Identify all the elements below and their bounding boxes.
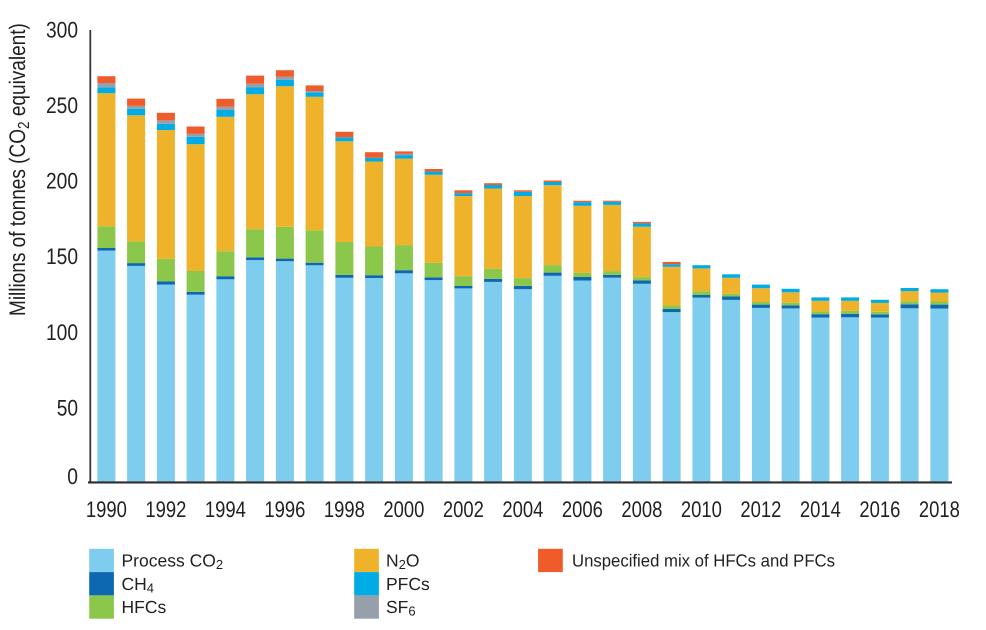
svg-text:2000: 2000 (383, 497, 424, 522)
svg-text:2008: 2008 (621, 497, 662, 522)
svg-text:N2O: N2O (386, 550, 420, 571)
svg-text:2006: 2006 (562, 497, 603, 522)
svg-text:1990: 1990 (86, 497, 127, 522)
svg-text:0: 0 (67, 464, 78, 489)
svg-text:150: 150 (46, 244, 78, 269)
svg-text:CH4: CH4 (122, 574, 155, 595)
svg-text:2012: 2012 (740, 497, 781, 522)
svg-text:1992: 1992 (145, 497, 186, 522)
svg-text:250: 250 (46, 93, 78, 118)
svg-text:Process CO2: Process CO2 (122, 550, 224, 571)
svg-text:2016: 2016 (859, 497, 900, 522)
svg-text:1996: 1996 (264, 497, 305, 522)
svg-text:2014: 2014 (800, 497, 841, 522)
svg-text:50: 50 (57, 396, 78, 421)
svg-text:300: 300 (46, 18, 78, 43)
svg-text:1998: 1998 (324, 497, 365, 522)
svg-text:Unspecified mix of HFCs and PF: Unspecified mix of HFCs and PFCs (572, 550, 835, 570)
svg-text:2010: 2010 (681, 497, 722, 522)
svg-text:SF6: SF6 (386, 597, 416, 618)
svg-text:PFCs: PFCs (386, 574, 430, 594)
svg-text:2018: 2018 (919, 497, 960, 522)
svg-text:1994: 1994 (205, 497, 246, 522)
svg-text:HFCs: HFCs (122, 597, 167, 617)
svg-text:2004: 2004 (502, 497, 543, 522)
svg-text:2002: 2002 (443, 497, 484, 522)
svg-text:100: 100 (46, 320, 78, 345)
svg-text:200: 200 (46, 169, 78, 194)
svg-text:Millions of tonnes (CO2 equiva: Millions of tonnes (CO2 equivalent) (5, 23, 33, 316)
